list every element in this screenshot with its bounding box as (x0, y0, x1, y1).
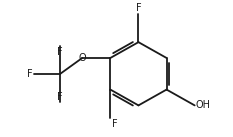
Text: F: F (58, 92, 63, 102)
Text: OH: OH (195, 100, 211, 110)
Text: F: F (27, 69, 33, 79)
Text: F: F (58, 47, 63, 57)
Text: F: F (136, 3, 141, 13)
Text: O: O (79, 53, 86, 63)
Text: F: F (112, 119, 118, 129)
